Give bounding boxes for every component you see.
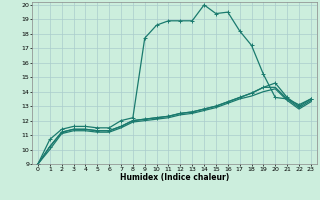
X-axis label: Humidex (Indice chaleur): Humidex (Indice chaleur)	[120, 173, 229, 182]
